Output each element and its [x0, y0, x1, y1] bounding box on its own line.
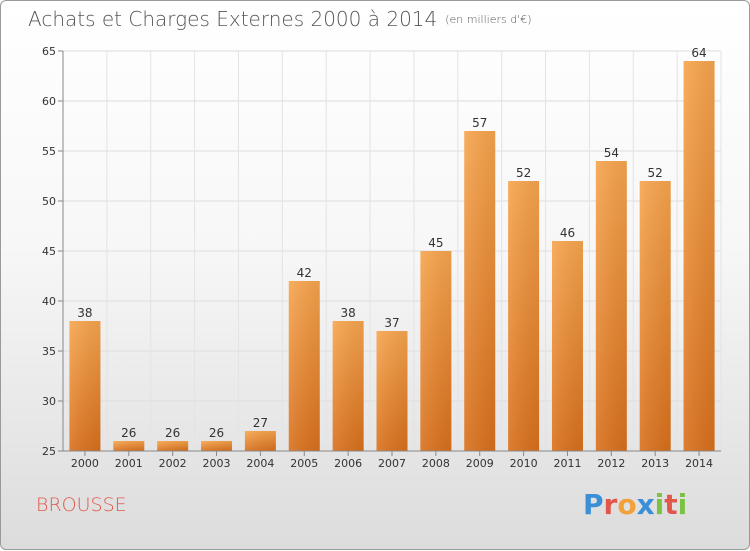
bar-value-label: 26: [165, 426, 180, 440]
y-tick-label: 40: [42, 295, 56, 308]
bar-shade: [551, 241, 583, 451]
x-tick-label: 2001: [115, 457, 143, 470]
y-tick-label: 30: [42, 395, 56, 408]
bar-shade: [508, 181, 540, 451]
bar-value-label: 38: [340, 306, 355, 320]
y-tick-label: 65: [42, 45, 56, 58]
x-tick-label: 2011: [553, 457, 581, 470]
logo-letter: i: [654, 488, 665, 521]
chart-title-text: Achats et Charges Externes 2000 à 2014: [28, 7, 438, 31]
chart-subtitle: (en milliers d'€): [445, 13, 532, 26]
bar-value-label: 64: [691, 46, 706, 60]
x-tick-label: 2010: [510, 457, 538, 470]
logo-letter: x: [636, 488, 655, 521]
bar-shade: [157, 441, 189, 451]
bar-value-label: 26: [209, 426, 224, 440]
bar-shade: [288, 281, 320, 451]
bar-value-label: 26: [121, 426, 136, 440]
bars-group: 38 26 26 26 27 42 38 37 45 57 52 46 54 52 64: [69, 46, 715, 451]
logo-letter: o: [617, 488, 637, 521]
x-tick-label: 2005: [290, 457, 318, 470]
bar-value-label: 52: [648, 166, 663, 180]
bar-value-label: 38: [77, 306, 92, 320]
logo-letter: i: [677, 488, 688, 521]
x-tick-label: 2002: [159, 457, 187, 470]
x-tick-label: 2007: [378, 457, 406, 470]
x-tick-label: 2013: [641, 457, 669, 470]
bar-shade: [201, 441, 233, 451]
y-tick-label: 55: [42, 145, 56, 158]
x-tick-label: 2014: [685, 457, 713, 470]
y-tick-label: 25: [42, 445, 56, 458]
y-tick-label: 60: [42, 95, 56, 108]
proxiti-logo: Proxiti: [583, 488, 687, 521]
y-tick-label: 50: [42, 195, 56, 208]
bar-shade: [595, 161, 627, 451]
logo-letter: r: [603, 488, 618, 521]
bar-shade: [683, 61, 715, 451]
logo-letter: t: [664, 488, 678, 521]
x-tick-label: 2003: [203, 457, 231, 470]
bar-shade: [69, 321, 101, 451]
x-tick-label: 2000: [71, 457, 99, 470]
y-tick-label: 45: [42, 245, 56, 258]
x-tick-label: 2009: [466, 457, 494, 470]
bar-shade: [376, 331, 408, 451]
logo-letter: P: [583, 488, 604, 521]
bar-shade: [464, 131, 496, 451]
chart-title: Achats et Charges Externes 2000 à 2014 (e…: [28, 7, 532, 31]
bar-shade: [113, 441, 145, 451]
bar-value-label: 37: [384, 316, 399, 330]
bar-value-label: 52: [516, 166, 531, 180]
bar-value-label: 54: [604, 146, 619, 160]
commune-name: BROUSSE: [36, 494, 127, 516]
x-tick-label: 2008: [422, 457, 450, 470]
axes-group: 25 30 35 40 45 50 55 60 65 2000 2001 2002 2003 2004 20…: [42, 45, 721, 470]
bar-value-label: 42: [297, 266, 312, 280]
x-tick-label: 2006: [334, 457, 362, 470]
bar-value-label: 57: [472, 116, 487, 130]
x-tick-label: 2004: [246, 457, 274, 470]
bar-shade: [420, 251, 452, 451]
bar-shade: [639, 181, 671, 451]
bar-shade: [332, 321, 364, 451]
bar-shade: [244, 431, 276, 451]
bar-value-label: 27: [253, 416, 268, 430]
y-tick-label: 35: [42, 345, 56, 358]
x-tick-label: 2012: [597, 457, 625, 470]
bar-value-label: 46: [560, 226, 575, 240]
bar-value-label: 45: [428, 236, 443, 250]
